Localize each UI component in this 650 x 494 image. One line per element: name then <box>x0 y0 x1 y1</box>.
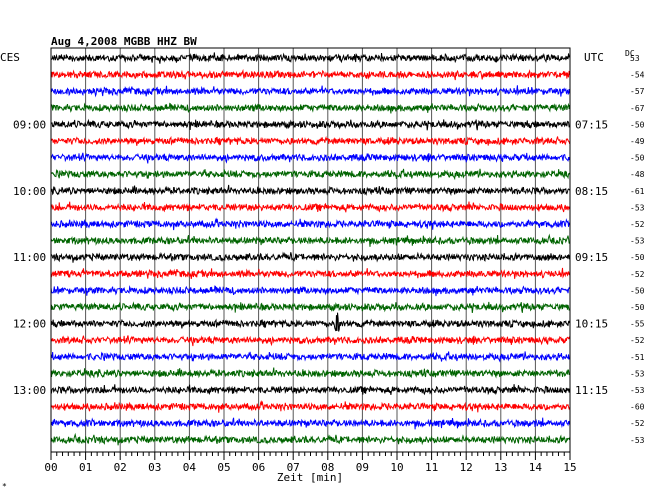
left-time-labels: 09:00 10:00 11:00 12:00 13:00 <box>13 118 46 397</box>
dc-offset-label: -53 <box>630 386 645 395</box>
dc-offset-label: -51 <box>630 353 645 362</box>
seismic-trace <box>50 417 571 430</box>
seismic-trace <box>50 201 571 213</box>
dc-offset-labels: 53 -54 -57 -67 -50 -49 -50 -48 -61 -53 -52 -53 -50 -5… <box>630 54 645 445</box>
seismic-trace <box>50 168 571 181</box>
seismic-trace <box>50 68 571 81</box>
seismic-trace <box>50 384 571 396</box>
seismic-trace <box>50 399 571 413</box>
x-tick-label: 07 <box>287 461 300 474</box>
x-tick-label: 14 <box>529 461 543 474</box>
dc-offset-label: -52 <box>630 270 645 279</box>
seismic-trace <box>50 351 571 363</box>
dc-offset-label: -52 <box>630 419 645 428</box>
x-tick-label: 01 <box>79 461 92 474</box>
dc-offset-label: -53 <box>630 436 645 445</box>
x-tick-label: 06 <box>252 461 265 474</box>
right-zone-label: UTC <box>584 51 604 64</box>
dc-offset-label: -50 <box>630 154 645 163</box>
left-time-label: 09:00 <box>13 118 46 131</box>
right-time-labels: 07:15 08:15 09:15 10:15 11:15 <box>575 118 608 397</box>
left-zone-label: CES <box>0 51 20 64</box>
right-time-label: 09:15 <box>575 251 608 264</box>
dc-offset-label: -50 <box>630 303 645 312</box>
left-time-label: 13:00 <box>13 384 46 397</box>
seismic-trace <box>50 251 571 263</box>
x-tick-label: 10 <box>390 461 403 474</box>
seismic-trace <box>50 335 571 347</box>
x-tick-label: 11 <box>425 461 438 474</box>
dc-offset-label: -50 <box>630 253 645 262</box>
dc-offset-label: -49 <box>630 137 645 146</box>
dc-offset-label: -54 <box>630 71 645 80</box>
seismic-trace <box>50 118 570 131</box>
x-tick-label: 08 <box>321 461 334 474</box>
x-tick-label: 03 <box>148 461 161 474</box>
right-time-label: 07:15 <box>575 118 608 131</box>
seismic-trace <box>50 217 571 231</box>
dc-offset-label: -53 <box>630 369 645 378</box>
dc-offset-label: -67 <box>630 104 645 113</box>
dc-offset-label: -50 <box>630 120 645 129</box>
dc-offset-label: -53 <box>630 203 645 212</box>
right-time-label: 08:15 <box>575 185 608 198</box>
seismic-trace <box>50 52 571 64</box>
x-tick-label: 02 <box>114 461 127 474</box>
minute-grid <box>85 48 536 452</box>
right-time-label: 11:15 <box>575 384 608 397</box>
seismic-trace <box>50 85 571 98</box>
footer-mark: * <box>2 482 7 491</box>
x-tick-label: 12 <box>460 461 473 474</box>
x-tick-label: 04 <box>183 461 197 474</box>
dc-offset-label: -60 <box>630 403 645 412</box>
seismic-trace <box>50 284 571 297</box>
dc-offset-label: -55 <box>630 320 645 329</box>
x-tick-label: 05 <box>217 461 230 474</box>
dc-offset-label: -53 <box>630 237 645 246</box>
seismic-trace <box>50 267 571 280</box>
dc-offset-label: 53 <box>630 54 640 63</box>
seismic-trace <box>50 432 571 446</box>
chart-title: Aug 4,2008 MGBB HHZ BW <box>51 35 197 48</box>
seismic-trace <box>50 312 571 332</box>
dc-offset-label: -61 <box>630 187 645 196</box>
seismic-trace <box>50 233 570 247</box>
seismic-trace <box>50 367 570 379</box>
dc-label: DC <box>625 49 635 58</box>
x-tick-label: 00 <box>44 461 57 474</box>
dc-offset-label: -52 <box>630 220 645 229</box>
left-time-label: 11:00 <box>13 251 46 264</box>
trace-lines <box>50 52 571 446</box>
right-time-label: 10:15 <box>575 318 608 331</box>
x-axis: 00 01 02 03 04 05 06 07 08 09 10 11 12 13 14 15 <box>44 452 577 474</box>
left-time-label: 12:00 <box>13 318 46 331</box>
dc-offset-label: -50 <box>630 286 645 295</box>
seismic-trace <box>50 135 571 146</box>
x-axis-label: Zeit [min] <box>277 471 343 484</box>
x-tick-label: 13 <box>494 461 507 474</box>
dc-offset-label: -52 <box>630 336 645 345</box>
dc-offset-label: -57 <box>630 87 645 96</box>
dc-offset-label: -48 <box>630 170 645 179</box>
seismic-trace <box>50 301 570 314</box>
seismic-trace <box>50 152 571 164</box>
seismic-trace <box>50 184 571 197</box>
left-time-label: 10:00 <box>13 185 46 198</box>
x-tick-label: 09 <box>356 461 369 474</box>
x-tick-label: 15 <box>563 461 576 474</box>
seismic-trace <box>50 102 571 114</box>
